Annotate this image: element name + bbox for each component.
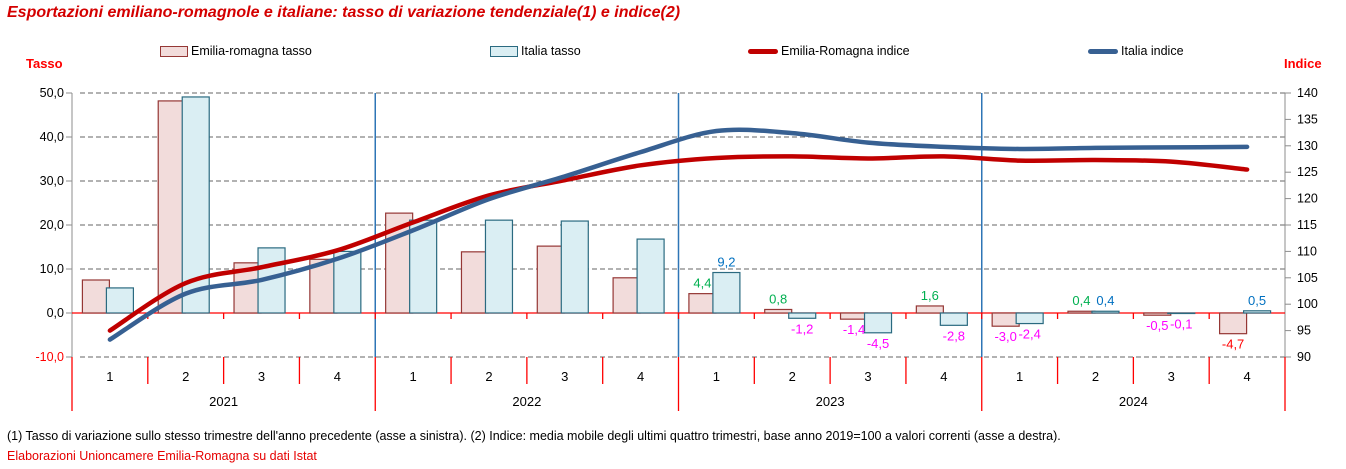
svg-text:-2,4: -2,4: [1018, 327, 1040, 342]
svg-text:120: 120: [1297, 192, 1318, 206]
svg-text:125: 125: [1297, 165, 1318, 179]
svg-text:4: 4: [1243, 369, 1250, 384]
svg-text:4: 4: [637, 369, 644, 384]
svg-text:2: 2: [182, 369, 189, 384]
svg-text:0,4: 0,4: [1072, 293, 1090, 308]
svg-text:1,6: 1,6: [921, 288, 939, 303]
svg-text:1: 1: [106, 369, 113, 384]
svg-text:2022: 2022: [512, 394, 541, 409]
svg-text:50,0: 50,0: [40, 86, 64, 100]
svg-text:2: 2: [485, 369, 492, 384]
italia-tasso-swatch-icon: [490, 45, 518, 57]
svg-text:4: 4: [334, 369, 341, 384]
svg-text:1: 1: [713, 369, 720, 384]
svg-text:100: 100: [1297, 297, 1318, 311]
er-tasso-swatch-icon: [160, 45, 188, 57]
svg-text:3: 3: [864, 369, 871, 384]
legend-item-er-indice: Emilia-Romagna indice: [748, 41, 910, 61]
svg-text:-10,0: -10,0: [36, 350, 65, 364]
svg-text:105: 105: [1297, 271, 1318, 285]
svg-text:3: 3: [561, 369, 568, 384]
svg-text:135: 135: [1297, 112, 1318, 126]
svg-text:-4,7: -4,7: [1222, 337, 1244, 352]
svg-text:1: 1: [1016, 369, 1023, 384]
footnote-definitions: (1) Tasso di variazione sullo stesso tri…: [7, 429, 1061, 443]
svg-text:-1,2: -1,2: [791, 321, 813, 336]
svg-text:0,4: 0,4: [1096, 293, 1114, 308]
svg-text:-1,4: -1,4: [843, 322, 865, 337]
svg-text:0,5: 0,5: [1248, 293, 1266, 308]
svg-text:0,8: 0,8: [769, 291, 787, 306]
svg-text:90: 90: [1297, 350, 1311, 364]
svg-text:2023: 2023: [816, 394, 845, 409]
svg-text:2021: 2021: [209, 394, 238, 409]
legend-item-er-tasso: Emilia-romagna tasso: [160, 41, 312, 61]
footnote-source: Elaborazioni Unioncamere Emilia-Romagna …: [7, 449, 317, 463]
svg-text:1: 1: [410, 369, 417, 384]
svg-text:0,0: 0,0: [47, 306, 64, 320]
svg-text:20,0: 20,0: [40, 218, 64, 232]
er-indice-swatch-icon: [748, 48, 778, 54]
legend-item-italia-tasso: Italia tasso: [490, 41, 581, 61]
svg-text:115: 115: [1297, 218, 1317, 232]
svg-text:10,0: 10,0: [40, 262, 64, 276]
left-axis-title: Tasso: [26, 56, 63, 71]
svg-text:2: 2: [789, 369, 796, 384]
legend-label-er-tasso: Emilia-romagna tasso: [191, 44, 312, 58]
svg-text:4,4: 4,4: [693, 276, 711, 291]
italia-indice-swatch-icon: [1088, 48, 1118, 54]
svg-text:-3,0: -3,0: [994, 329, 1016, 344]
svg-text:-0,1: -0,1: [1170, 316, 1192, 331]
legend-label-er-indice: Emilia-Romagna indice: [781, 44, 910, 58]
legend-label-italia-tasso: Italia tasso: [521, 44, 581, 58]
svg-text:3: 3: [258, 369, 265, 384]
svg-text:-2,8: -2,8: [943, 328, 965, 343]
right-axis-title: Indice: [1284, 56, 1322, 71]
legend-label-italia-indice: Italia indice: [1121, 44, 1184, 58]
legend-item-italia-indice: Italia indice: [1088, 41, 1184, 61]
svg-text:130: 130: [1297, 139, 1318, 153]
chart-title: Esportazioni emiliano-romagnole e italia…: [7, 4, 681, 21]
svg-text:9,2: 9,2: [717, 255, 735, 270]
svg-text:-0,5: -0,5: [1146, 318, 1168, 333]
svg-text:30,0: 30,0: [40, 174, 64, 188]
svg-text:2: 2: [1092, 369, 1099, 384]
svg-text:95: 95: [1297, 324, 1311, 338]
svg-text:4: 4: [940, 369, 947, 384]
svg-text:110: 110: [1297, 244, 1317, 258]
svg-text:40,0: 40,0: [40, 130, 64, 144]
svg-text:3: 3: [1168, 369, 1175, 384]
svg-text:2024: 2024: [1119, 394, 1148, 409]
svg-text:-4,5: -4,5: [867, 336, 889, 351]
svg-text:140: 140: [1297, 86, 1318, 100]
